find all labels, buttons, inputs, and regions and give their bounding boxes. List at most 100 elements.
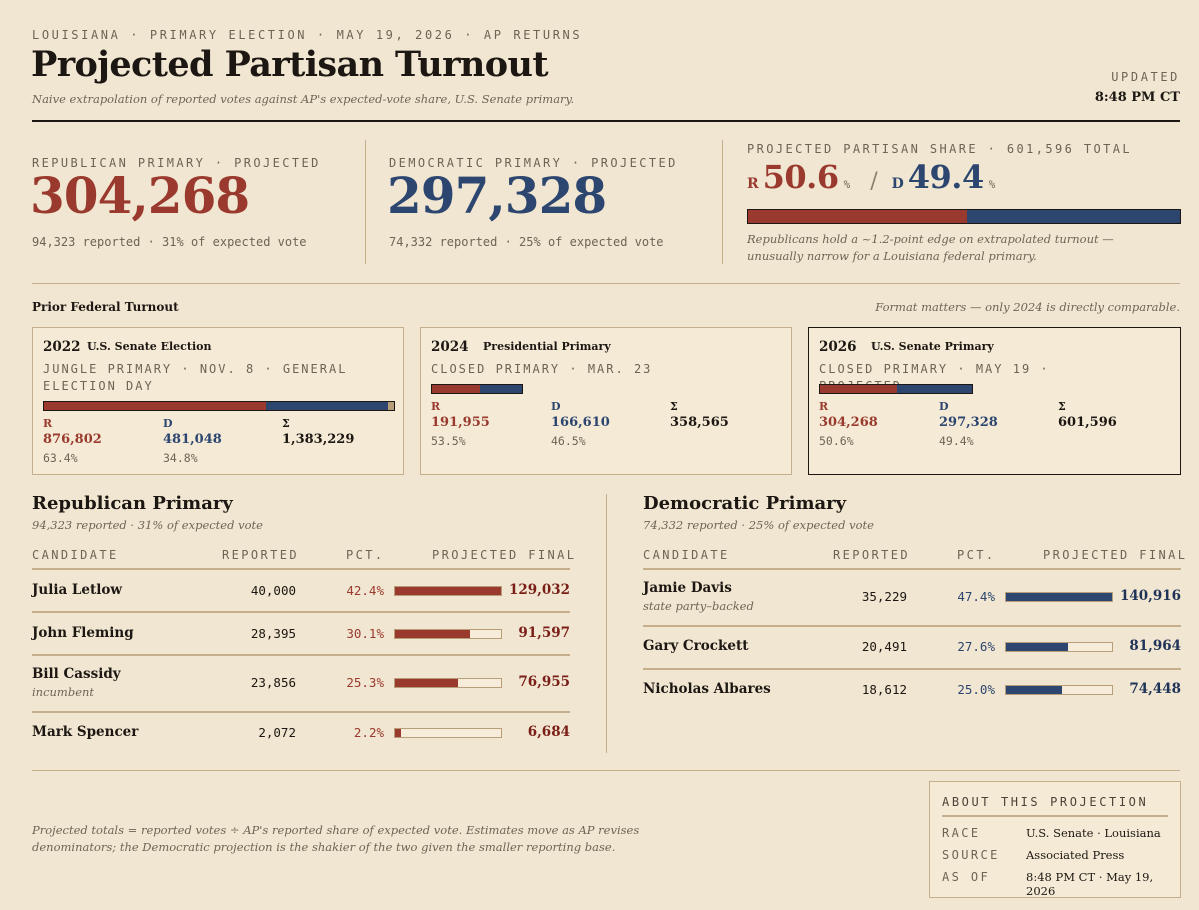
updated-time: 8:48 PM CT — [1094, 90, 1180, 105]
dem-projected-value: 297,328 — [387, 166, 607, 225]
prior-card-dem-head: D — [551, 400, 561, 413]
candidate-name: Mark Spencer — [32, 724, 139, 740]
candidate-share-bar — [1005, 592, 1113, 602]
prior-card-dem-column: D 297,328 49.4% — [939, 400, 998, 448]
prior-card-total-votes: 601,596 — [1058, 415, 1117, 430]
dem_primary-col-pct: PCT. — [957, 548, 996, 562]
prior-card-2024: 2024 Presidential Primary CLOSED PRIMARY ·… — [420, 327, 792, 475]
prior-card-bar-dem — [480, 385, 522, 393]
dem-projected-label: DEMOCRATIC PRIMARY · PROJECTED — [389, 156, 678, 170]
candidate-name: Jamie Davis — [643, 580, 732, 596]
prior-card-total-column: Σ 358,565 — [670, 400, 729, 430]
methodology-note: Projected totals = reported votes ÷ AP's… — [32, 823, 640, 854]
prior-card-2022: 2022 U.S. Senate Election JUNGLE PRIMARY ·… — [32, 327, 404, 475]
rep-projected-sub: 94,323 reported · 31% of expected vote — [32, 235, 307, 249]
candidate-pct: 2.2% — [353, 725, 384, 740]
dem-projected-sub: 74,332 reported · 25% of expected vote — [389, 235, 664, 249]
partisan-share-bar — [747, 209, 1181, 224]
prior-card-dem-head: D — [163, 417, 173, 430]
candidate-share-fill — [1006, 643, 1068, 651]
prior-card-rep-head: R — [431, 400, 441, 413]
r-pct-sign: % — [843, 178, 851, 191]
candidate-note: state party–backed — [643, 599, 754, 613]
header-rule — [32, 120, 1180, 122]
prior-card-rep-pct: 63.4% — [43, 451, 78, 465]
divider — [722, 140, 723, 264]
dem_primary-row-rule — [643, 668, 1181, 670]
prior-card-total-head: Σ — [670, 400, 678, 413]
rep_primary-row-rule — [32, 711, 570, 713]
candidate-pct: 42.4% — [346, 583, 384, 598]
prior-card-bar-rep — [44, 402, 266, 410]
kicker: LOUISIANA · PRIMARY ELECTION · MAY 19, 2… — [32, 28, 583, 42]
source-value: Associated Press — [1026, 848, 1125, 862]
prior-card-bar-rep — [820, 385, 897, 393]
about-title: ABOUT THIS PROJECTION — [942, 795, 1149, 809]
primaries-divider — [606, 494, 607, 753]
prior-card-total-head: Σ — [1058, 400, 1066, 413]
prior-card-dem-column: D 166,610 46.5% — [551, 400, 610, 448]
page-title: Projected Partisan Turnout — [31, 44, 549, 85]
prior-card-rep-column: R 191,955 53.5% — [431, 400, 490, 448]
rep_primary-col-reported: REPORTED — [222, 548, 299, 562]
dem_primary-header-rule — [643, 568, 1181, 570]
candidate-name: Bill Cassidy — [32, 666, 121, 682]
candidate-share-bar — [1005, 642, 1113, 652]
rep_primary-header-rule — [32, 568, 570, 570]
prior-card-year: 2026 U.S. Senate Primary — [819, 339, 1159, 355]
candidate-share-fill — [1006, 686, 1062, 694]
dem_primary-row-rule — [643, 625, 1181, 627]
rep-primary-title: Republican Primary — [32, 493, 233, 514]
candidate-note: incumbent — [32, 685, 95, 699]
dem-primary-sub: 74,332 reported · 25% of expected vote — [643, 518, 874, 532]
prior-card-type: U.S. Senate Election — [87, 340, 212, 353]
dem_primary-col-candidate: CANDIDATE — [643, 548, 730, 562]
candidate-pct: 30.1% — [346, 626, 384, 641]
source-label: SOURCE — [942, 848, 1000, 862]
prior-card-rep-pct: 50.6% — [819, 434, 854, 448]
prior-card-type: U.S. Senate Primary — [871, 340, 994, 353]
d-share-value: 49.4 — [907, 158, 984, 196]
prior-card-total-votes: 358,565 — [670, 415, 729, 430]
dem_primary-col-projected: PROJECTED FINAL — [1043, 548, 1188, 562]
d-pct-sign: % — [988, 178, 996, 191]
rep-primary-sub: 94,323 reported · 31% of expected vote — [32, 518, 263, 532]
candidate-name: Julia Letlow — [32, 582, 122, 598]
candidate-share-fill — [395, 729, 401, 737]
prior-card-type: Presidential Primary — [483, 340, 611, 353]
prior-card-bar — [819, 384, 973, 394]
prior-card-bar-dem — [265, 402, 388, 410]
prior-card-year-text: 2024 — [431, 339, 469, 355]
prior-card-dem-pct: 49.4% — [939, 434, 974, 448]
prior-card-dem-pct: 34.8% — [163, 451, 198, 465]
page-subtitle: Naive extrapolation of reported votes ag… — [32, 92, 575, 106]
candidate-pct: 25.0% — [957, 682, 995, 697]
candidate-projected-final: 140,916 — [1119, 588, 1181, 604]
candidate-share-fill — [395, 679, 459, 687]
prior-turnout-title: Prior Federal Turnout — [32, 300, 179, 314]
candidate-share-bar — [394, 678, 502, 688]
partisan-share-bar-dem — [966, 210, 1180, 223]
prior-card-total-head: Σ — [282, 417, 290, 430]
candidate-reported: 2,072 — [258, 725, 296, 740]
rep_primary-row-rule — [32, 654, 570, 656]
candidate-projected-final: 129,032 — [508, 582, 570, 598]
candidate-projected-final: 76,955 — [518, 674, 570, 690]
candidate-name: Nicholas Albares — [643, 681, 771, 697]
candidate-projected-final: 74,448 — [1129, 681, 1181, 697]
prior-card-rep-column: R 304,268 50.6% — [819, 400, 878, 448]
prior-card-rep-votes: 191,955 — [431, 415, 490, 430]
prior-card-total-votes: 1,383,229 — [282, 432, 355, 447]
candidate-projected-final: 6,684 — [527, 724, 570, 740]
prior-card-year: 2024 Presidential Primary — [431, 339, 771, 355]
rep-projected-value: 304,268 — [30, 166, 250, 225]
candidate-share-fill — [395, 587, 501, 595]
candidate-share-bar — [1005, 685, 1113, 695]
prior-card-total-column: Σ 601,596 — [1058, 400, 1117, 430]
candidate-name: Gary Crockett — [643, 638, 749, 654]
prior-card-dem-column: D 481,048 34.8% — [163, 417, 222, 465]
prior-card-2026: 2026 U.S. Senate Primary CLOSED PRIMARY · … — [808, 327, 1181, 475]
rep_primary-row-rule — [32, 611, 570, 613]
race-label: RACE — [942, 826, 981, 840]
candidate-reported: 28,395 — [250, 626, 296, 641]
